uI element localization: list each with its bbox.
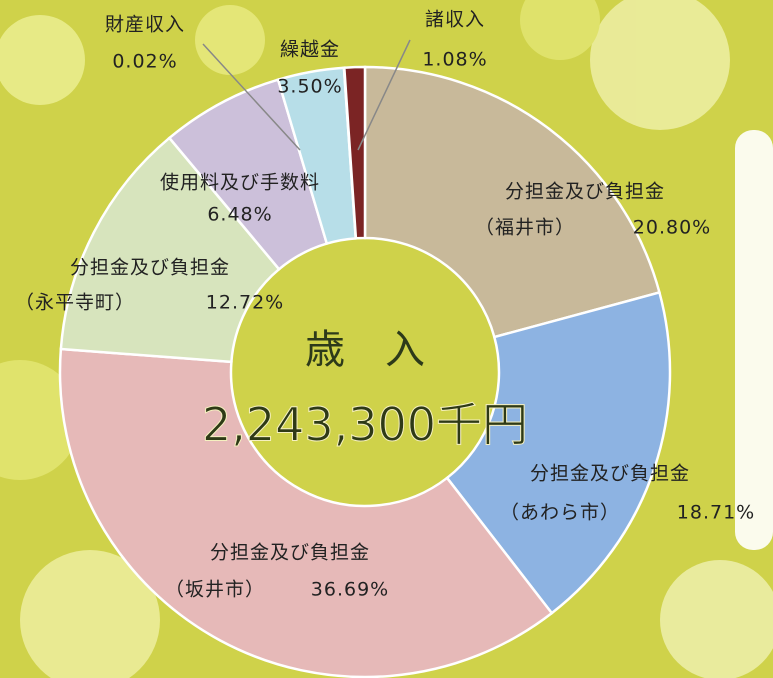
total-label: 2,243,300千円 <box>202 398 528 452</box>
value-label: 18.71% <box>677 502 755 524</box>
center-title: 歳 入 <box>305 327 425 373</box>
category-label: 諸収入 <box>425 9 485 31</box>
category-label: （福井市） <box>475 217 575 239</box>
chart: 歳 入 2,243,300千円 分担金及び負担金 （福井市） 20.80% 分担金及び… <box>0 0 773 678</box>
category-label: 分担金及び負担金 <box>70 257 230 279</box>
value-label: 6.48% <box>207 204 272 226</box>
category-label: （永平寺町） <box>15 292 135 314</box>
value-label: 3.50% <box>277 76 342 98</box>
category-label: （坂井市） <box>165 579 265 601</box>
value-label: 0.02% <box>112 51 177 73</box>
category-label: （あわら市） <box>500 502 620 524</box>
category-label: 分担金及び負担金 <box>505 181 665 203</box>
category-label: 繰越金 <box>280 39 340 61</box>
page: 歳 入 2,243,300千円 分担金及び負担金 （福井市） 20.80% 分担金及び… <box>0 0 773 678</box>
value-label: 20.80% <box>633 217 711 239</box>
value-label: 12.72% <box>206 292 284 314</box>
category-label: 財産収入 <box>105 14 185 36</box>
category-label: 分担金及び負担金 <box>210 542 370 564</box>
category-label: 分担金及び負担金 <box>530 463 690 485</box>
category-label: 使用料及び手数料 <box>160 172 320 194</box>
value-label: 1.08% <box>422 49 487 71</box>
background-panel <box>735 130 773 550</box>
value-label: 36.69% <box>311 579 389 601</box>
